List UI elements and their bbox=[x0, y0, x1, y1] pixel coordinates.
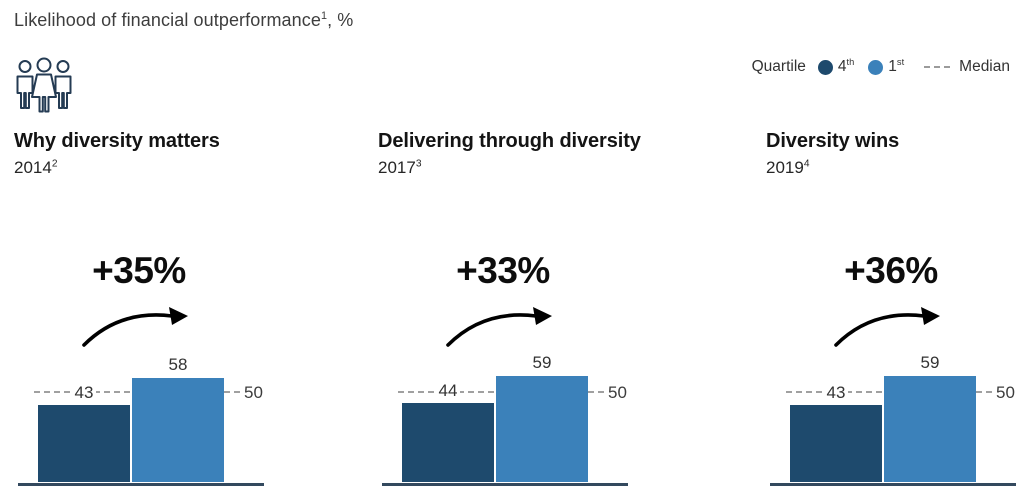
x-axis-baseline bbox=[382, 483, 628, 486]
bar-value-1st-quartile: 59 bbox=[884, 352, 976, 373]
people-group-icon bbox=[12, 56, 76, 119]
legend-quartile-label: Quartile bbox=[751, 58, 806, 75]
figure-title-unit: , % bbox=[327, 10, 354, 30]
median-value: 50 bbox=[996, 383, 1015, 402]
bar-4th-quartile bbox=[402, 402, 494, 482]
figure-title-footnote: 1 bbox=[321, 10, 328, 22]
x-axis-baseline bbox=[770, 483, 1016, 486]
median-value: 50 bbox=[608, 383, 627, 402]
panel-why-diversity-matters: Why diversity matters 20142 +35% 43 58 5… bbox=[14, 0, 272, 499]
uplift-value: +36% bbox=[844, 250, 938, 291]
bar-1st-quartile bbox=[132, 377, 224, 482]
growth-arrow-icon bbox=[78, 303, 190, 356]
figure-title: Likelihood of financial outperformance1,… bbox=[14, 10, 353, 31]
uplift-value: +33% bbox=[456, 250, 550, 291]
bar-chart: 43 58 50 bbox=[14, 344, 272, 486]
legend: Quartile 4th 1st Median bbox=[752, 56, 1010, 78]
panel-title: Diversity wins bbox=[766, 130, 900, 152]
bar-chart: 43 59 50 bbox=[766, 344, 1024, 486]
panel-diversity-wins: Diversity wins 20194 +36% 43 59 50 bbox=[766, 0, 1024, 499]
panel-year: 20173 bbox=[378, 158, 422, 177]
x-axis-baseline bbox=[18, 483, 264, 486]
fourth-quartile-dot-icon bbox=[817, 59, 833, 75]
bar-value-4th-quartile: 43 bbox=[790, 382, 882, 403]
median-dash-icon bbox=[924, 66, 951, 68]
bar-chart: 44 59 50 bbox=[378, 344, 636, 486]
bar-value-4th-quartile: 44 bbox=[402, 380, 494, 401]
bar-value-1st-quartile: 59 bbox=[496, 352, 588, 373]
panel-title: Why diversity matters bbox=[14, 130, 220, 152]
bar-value-1st-quartile: 58 bbox=[132, 354, 224, 375]
bar-1st-quartile bbox=[496, 375, 588, 482]
panel-delivering-through-diversity: Delivering through diversity 20173 +33% … bbox=[378, 0, 641, 499]
legend-4th-label: 4th bbox=[837, 57, 855, 76]
growth-arrow-icon bbox=[830, 303, 942, 356]
legend-item-4th-quartile: 4th bbox=[817, 57, 855, 76]
bar-value-4th-quartile: 43 bbox=[38, 382, 130, 403]
median-value: 50 bbox=[244, 383, 263, 402]
first-quartile-dot-icon bbox=[868, 59, 884, 75]
panel-year: 20142 bbox=[14, 158, 58, 177]
figure-title-text: Likelihood of financial outperformance bbox=[14, 10, 321, 30]
growth-arrow-icon bbox=[442, 303, 554, 356]
panel-title: Delivering through diversity bbox=[378, 130, 641, 152]
bar-1st-quartile bbox=[884, 375, 976, 482]
panel-year: 20194 bbox=[766, 158, 810, 177]
bar-4th-quartile bbox=[790, 404, 882, 482]
legend-median-label: Median bbox=[959, 58, 1010, 75]
legend-item-1st-quartile: 1st bbox=[868, 57, 904, 76]
legend-1st-label: 1st bbox=[888, 57, 905, 76]
bar-4th-quartile bbox=[38, 404, 130, 482]
uplift-value: +35% bbox=[92, 250, 186, 291]
